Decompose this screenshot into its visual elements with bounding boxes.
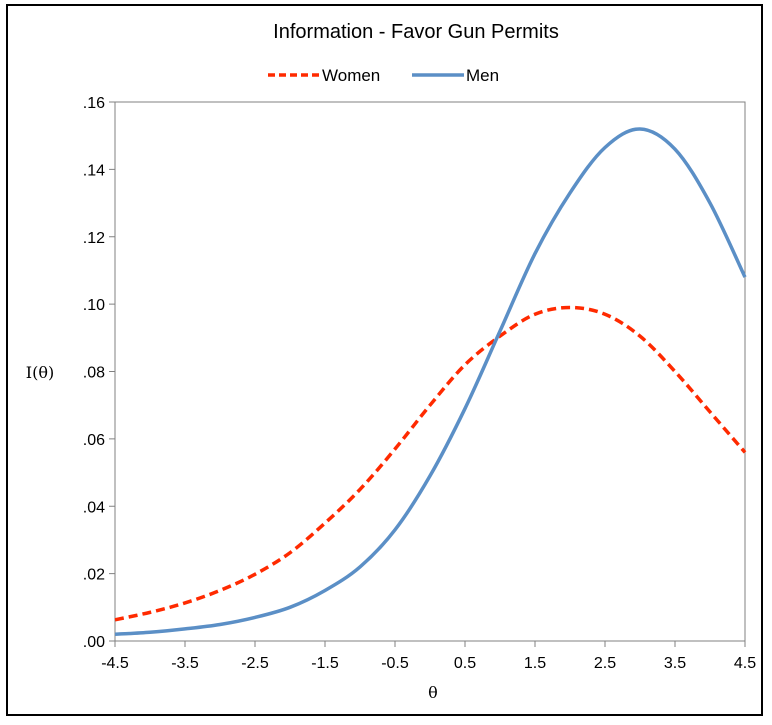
x-tick-label: 3.5 <box>664 655 686 672</box>
chart-title: Information - Favor Gun Permits <box>273 21 559 43</box>
y-axis-label: I(θ) <box>26 363 54 382</box>
legend-label-men: Men <box>466 66 499 85</box>
y-tick-label: .06 <box>83 432 105 449</box>
x-tick-label: -4.5 <box>101 655 129 672</box>
x-tick-label: 1.5 <box>524 655 546 672</box>
x-tick-label: -3.5 <box>171 655 199 672</box>
plot-area <box>114 101 746 642</box>
chart-frame <box>6 4 763 716</box>
series-layer <box>114 127 747 637</box>
x-tick-label: -0.5 <box>381 655 409 672</box>
x-axis-label: θ <box>428 683 438 702</box>
series-line-men <box>114 127 747 637</box>
x-axis: -4.5 -3.5 -2.5 -1.5 -0.5 0.5 1.5 2.5 3.5 4.5 <box>101 641 756 672</box>
y-tick-label: .16 <box>83 95 105 112</box>
series-line-women <box>114 305 747 622</box>
x-tick-label: 2.5 <box>594 655 616 672</box>
y-tick-label: .00 <box>83 634 105 651</box>
x-tick-label: 4.5 <box>734 655 756 672</box>
legend-label-women: Women <box>322 66 380 85</box>
y-tick-label: .12 <box>83 230 105 247</box>
y-tick-label: .10 <box>83 297 105 314</box>
x-tick-label: -2.5 <box>241 655 269 672</box>
y-tick-label: .14 <box>83 162 105 179</box>
y-tick-label: .02 <box>83 567 105 584</box>
y-tick-label: .04 <box>83 499 105 516</box>
x-tick-label: -1.5 <box>311 655 339 672</box>
legend: Women Men <box>268 66 499 85</box>
y-tick-label: .08 <box>83 365 105 382</box>
y-axis: .00 .02 .04 .06 .08 .10 .12 .14 .16 <box>83 95 115 651</box>
x-tick-label: 0.5 <box>454 655 476 672</box>
